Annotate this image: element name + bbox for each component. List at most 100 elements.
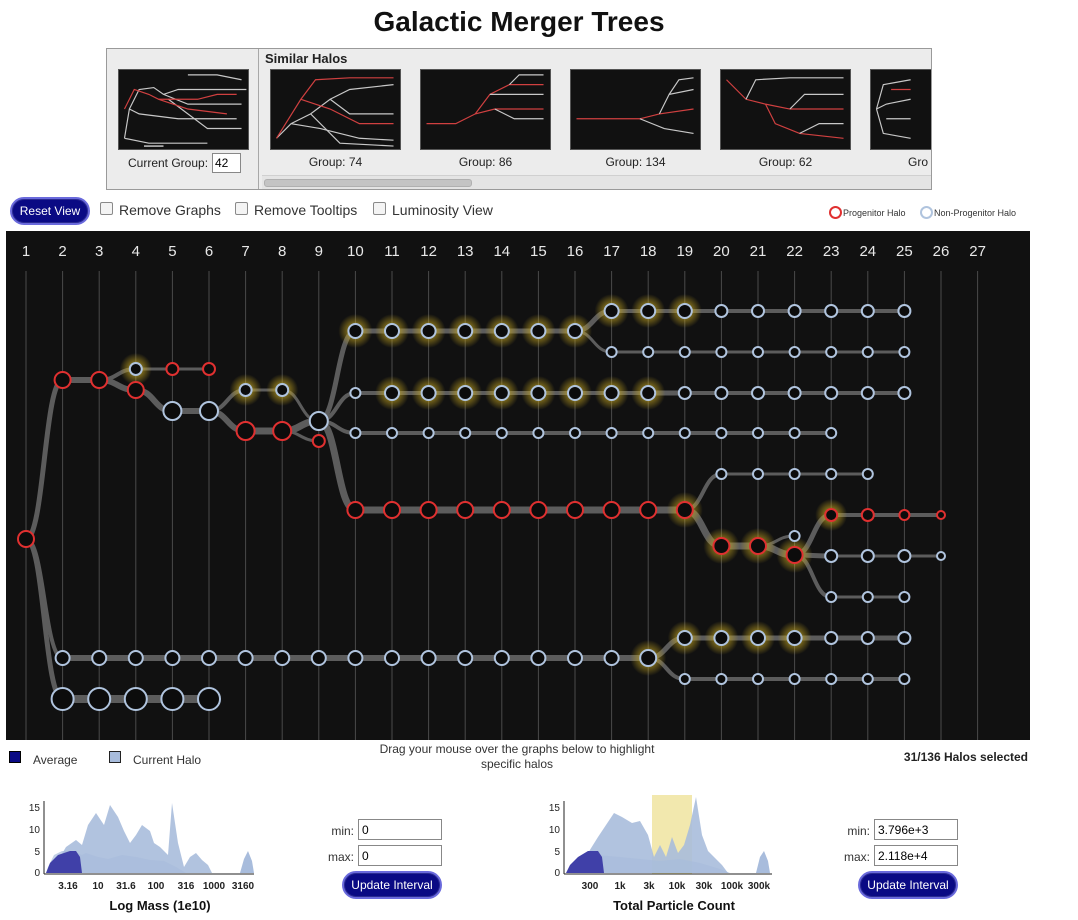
count-max-label: max: <box>843 850 870 864</box>
mass-update-interval-button[interactable]: Update Interval <box>342 871 442 899</box>
progenitor-halo-node <box>235 421 256 441</box>
current-group-input[interactable] <box>212 153 241 173</box>
similar-thumbnail-4[interactable] <box>720 69 851 150</box>
count-xtick-3: 3k <box>643 881 655 892</box>
non-progenitor-halo-node <box>897 549 912 563</box>
non-progenitor-halo-node <box>457 385 474 401</box>
timestep-label: 15 <box>530 243 547 260</box>
progenitor-halo-node <box>492 501 511 519</box>
non-progenitor-halo-node <box>788 346 801 358</box>
non-progenitor-halo-node <box>788 673 801 685</box>
count-xtick-7: 300k <box>748 881 771 892</box>
non-progenitor-halo-node <box>642 346 655 358</box>
count-max-input[interactable] <box>874 845 958 866</box>
selected-count: 31/136 Halos selected <box>903 750 1028 764</box>
non-progenitor-halo-node <box>861 468 874 480</box>
non-progenitor-halo-node <box>160 687 185 711</box>
timestep-label: 1 <box>22 243 30 260</box>
non-progenitor-halo-node <box>639 649 658 667</box>
non-progenitor-halo-node <box>50 687 75 711</box>
non-progenitor-halo-node <box>495 427 508 439</box>
progenitor-halo-node <box>639 501 658 519</box>
mass-min-label: min: <box>331 824 354 838</box>
timestep-label: 24 <box>859 243 876 260</box>
remove-tooltips-checkbox[interactable] <box>235 202 248 215</box>
progenitor-halo-node <box>566 501 584 519</box>
progenitor-halo-node <box>419 501 438 519</box>
non-progenitor-halo-node <box>238 383 253 397</box>
thumbnail-scrollbar[interactable] <box>262 175 931 189</box>
timestep-label: 13 <box>457 243 474 260</box>
timestep-label: 26 <box>933 243 950 260</box>
mass-min-input[interactable] <box>358 819 442 840</box>
non-progenitor-halo-node <box>897 386 912 400</box>
current-thumbnail-graph <box>123 74 247 147</box>
particle-count-histogram[interactable]: 15 10 5 0 300 1k 3k 10k 30k 100k 300k <box>540 795 780 895</box>
count-min-input[interactable] <box>874 819 958 840</box>
scrollbar-thumb[interactable] <box>264 179 472 187</box>
count-min-label: min: <box>847 824 870 838</box>
mass-xtick-4: 100 <box>148 881 165 892</box>
current-group-thumbnail[interactable] <box>118 69 249 150</box>
non-progenitor-halo-node <box>676 630 693 646</box>
non-progenitor-halo-node <box>308 411 329 431</box>
count-update-interval-button[interactable]: Update Interval <box>858 871 958 899</box>
non-progenitor-legend-icon <box>920 206 933 219</box>
current-group-label: Current Group: <box>128 156 209 170</box>
progenitor-halo-node <box>90 371 109 389</box>
mass-histogram-graph: 15 10 5 0 3.16 10 31.6 100 316 1000 3160 <box>29 801 255 892</box>
remove-graphs-checkbox[interactable] <box>100 202 113 215</box>
non-progenitor-legend-label: Non-Progenitor Halo <box>934 208 1017 218</box>
mass-histogram[interactable]: 15 10 5 0 3.16 10 31.6 100 316 1000 3160 <box>26 795 266 895</box>
non-progenitor-halo-node <box>162 401 183 421</box>
mass-ytick-0: 0 <box>34 868 40 879</box>
timestep-label: 21 <box>750 243 767 260</box>
non-progenitor-halo-node <box>715 346 728 358</box>
non-progenitor-halo-node <box>54 650 71 666</box>
non-progenitor-halo-node <box>715 468 728 480</box>
mass-axis-title: Log Mass (1e10) <box>109 898 211 913</box>
timestep-label: 23 <box>823 243 840 260</box>
similar-thumbnail-5[interactable] <box>870 69 931 150</box>
luminosity-view-checkbox[interactable] <box>373 202 386 215</box>
non-progenitor-halo-node <box>860 631 875 645</box>
non-progenitor-halo-node <box>788 468 801 480</box>
timestep-label: 10 <box>347 243 364 260</box>
progenitor-legend-label: Progenitor Halo <box>843 208 906 218</box>
timestep-label: 4 <box>132 243 140 260</box>
particle-count-histogram-graph: 15 10 5 0 300 1k 3k 10k 30k 100k 300k <box>549 795 772 892</box>
non-progenitor-halo-node <box>274 650 291 666</box>
timestep-label: 18 <box>640 243 657 260</box>
similar-thumbnail-1[interactable] <box>270 69 401 150</box>
non-progenitor-halo-node <box>457 650 474 666</box>
non-progenitor-halo-node <box>605 427 618 439</box>
non-progenitor-halo-node <box>493 650 510 666</box>
non-progenitor-halo-node <box>310 650 327 666</box>
similar-thumbnail-3[interactable] <box>570 69 701 150</box>
similar-thumbnail-2[interactable] <box>420 69 551 150</box>
non-progenitor-halo-node <box>861 591 874 603</box>
count-current-area <box>574 797 728 873</box>
non-progenitor-halo-node <box>898 591 911 603</box>
non-progenitor-halo-node <box>788 427 801 439</box>
mass-xtick-1: 3.16 <box>58 881 78 892</box>
non-progenitor-halo-node <box>349 427 362 439</box>
timestep-label: 2 <box>58 243 66 260</box>
mass-xtick-6: 1000 <box>203 881 226 892</box>
progenitor-halo-node <box>675 501 694 519</box>
non-progenitor-halo-node <box>676 303 693 319</box>
mass-max-input[interactable] <box>358 845 442 866</box>
non-progenitor-halo-node <box>897 631 912 645</box>
non-progenitor-halo-node <box>384 385 400 401</box>
average-label: Average <box>33 753 78 767</box>
non-progenitor-halo-node <box>714 304 729 318</box>
reset-view-button[interactable]: Reset View <box>10 197 90 225</box>
non-progenitor-halo-node <box>422 427 435 439</box>
non-progenitor-halo-node <box>164 650 181 666</box>
progenitor-halo-node <box>165 362 180 376</box>
average-swatch <box>9 751 21 763</box>
progenitor-halo-node <box>272 421 293 441</box>
similar-group-label-1: Group: 74 <box>308 155 363 169</box>
tree-edge <box>23 377 66 542</box>
merger-tree-canvas[interactable]: 1 2 3 4 5 6 7 8 9 10 11 12 13 14 15 16 17 18 19 20 21 22 23 24 2… <box>6 231 1030 740</box>
